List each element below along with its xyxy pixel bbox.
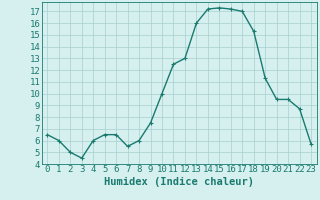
X-axis label: Humidex (Indice chaleur): Humidex (Indice chaleur) [104,177,254,187]
